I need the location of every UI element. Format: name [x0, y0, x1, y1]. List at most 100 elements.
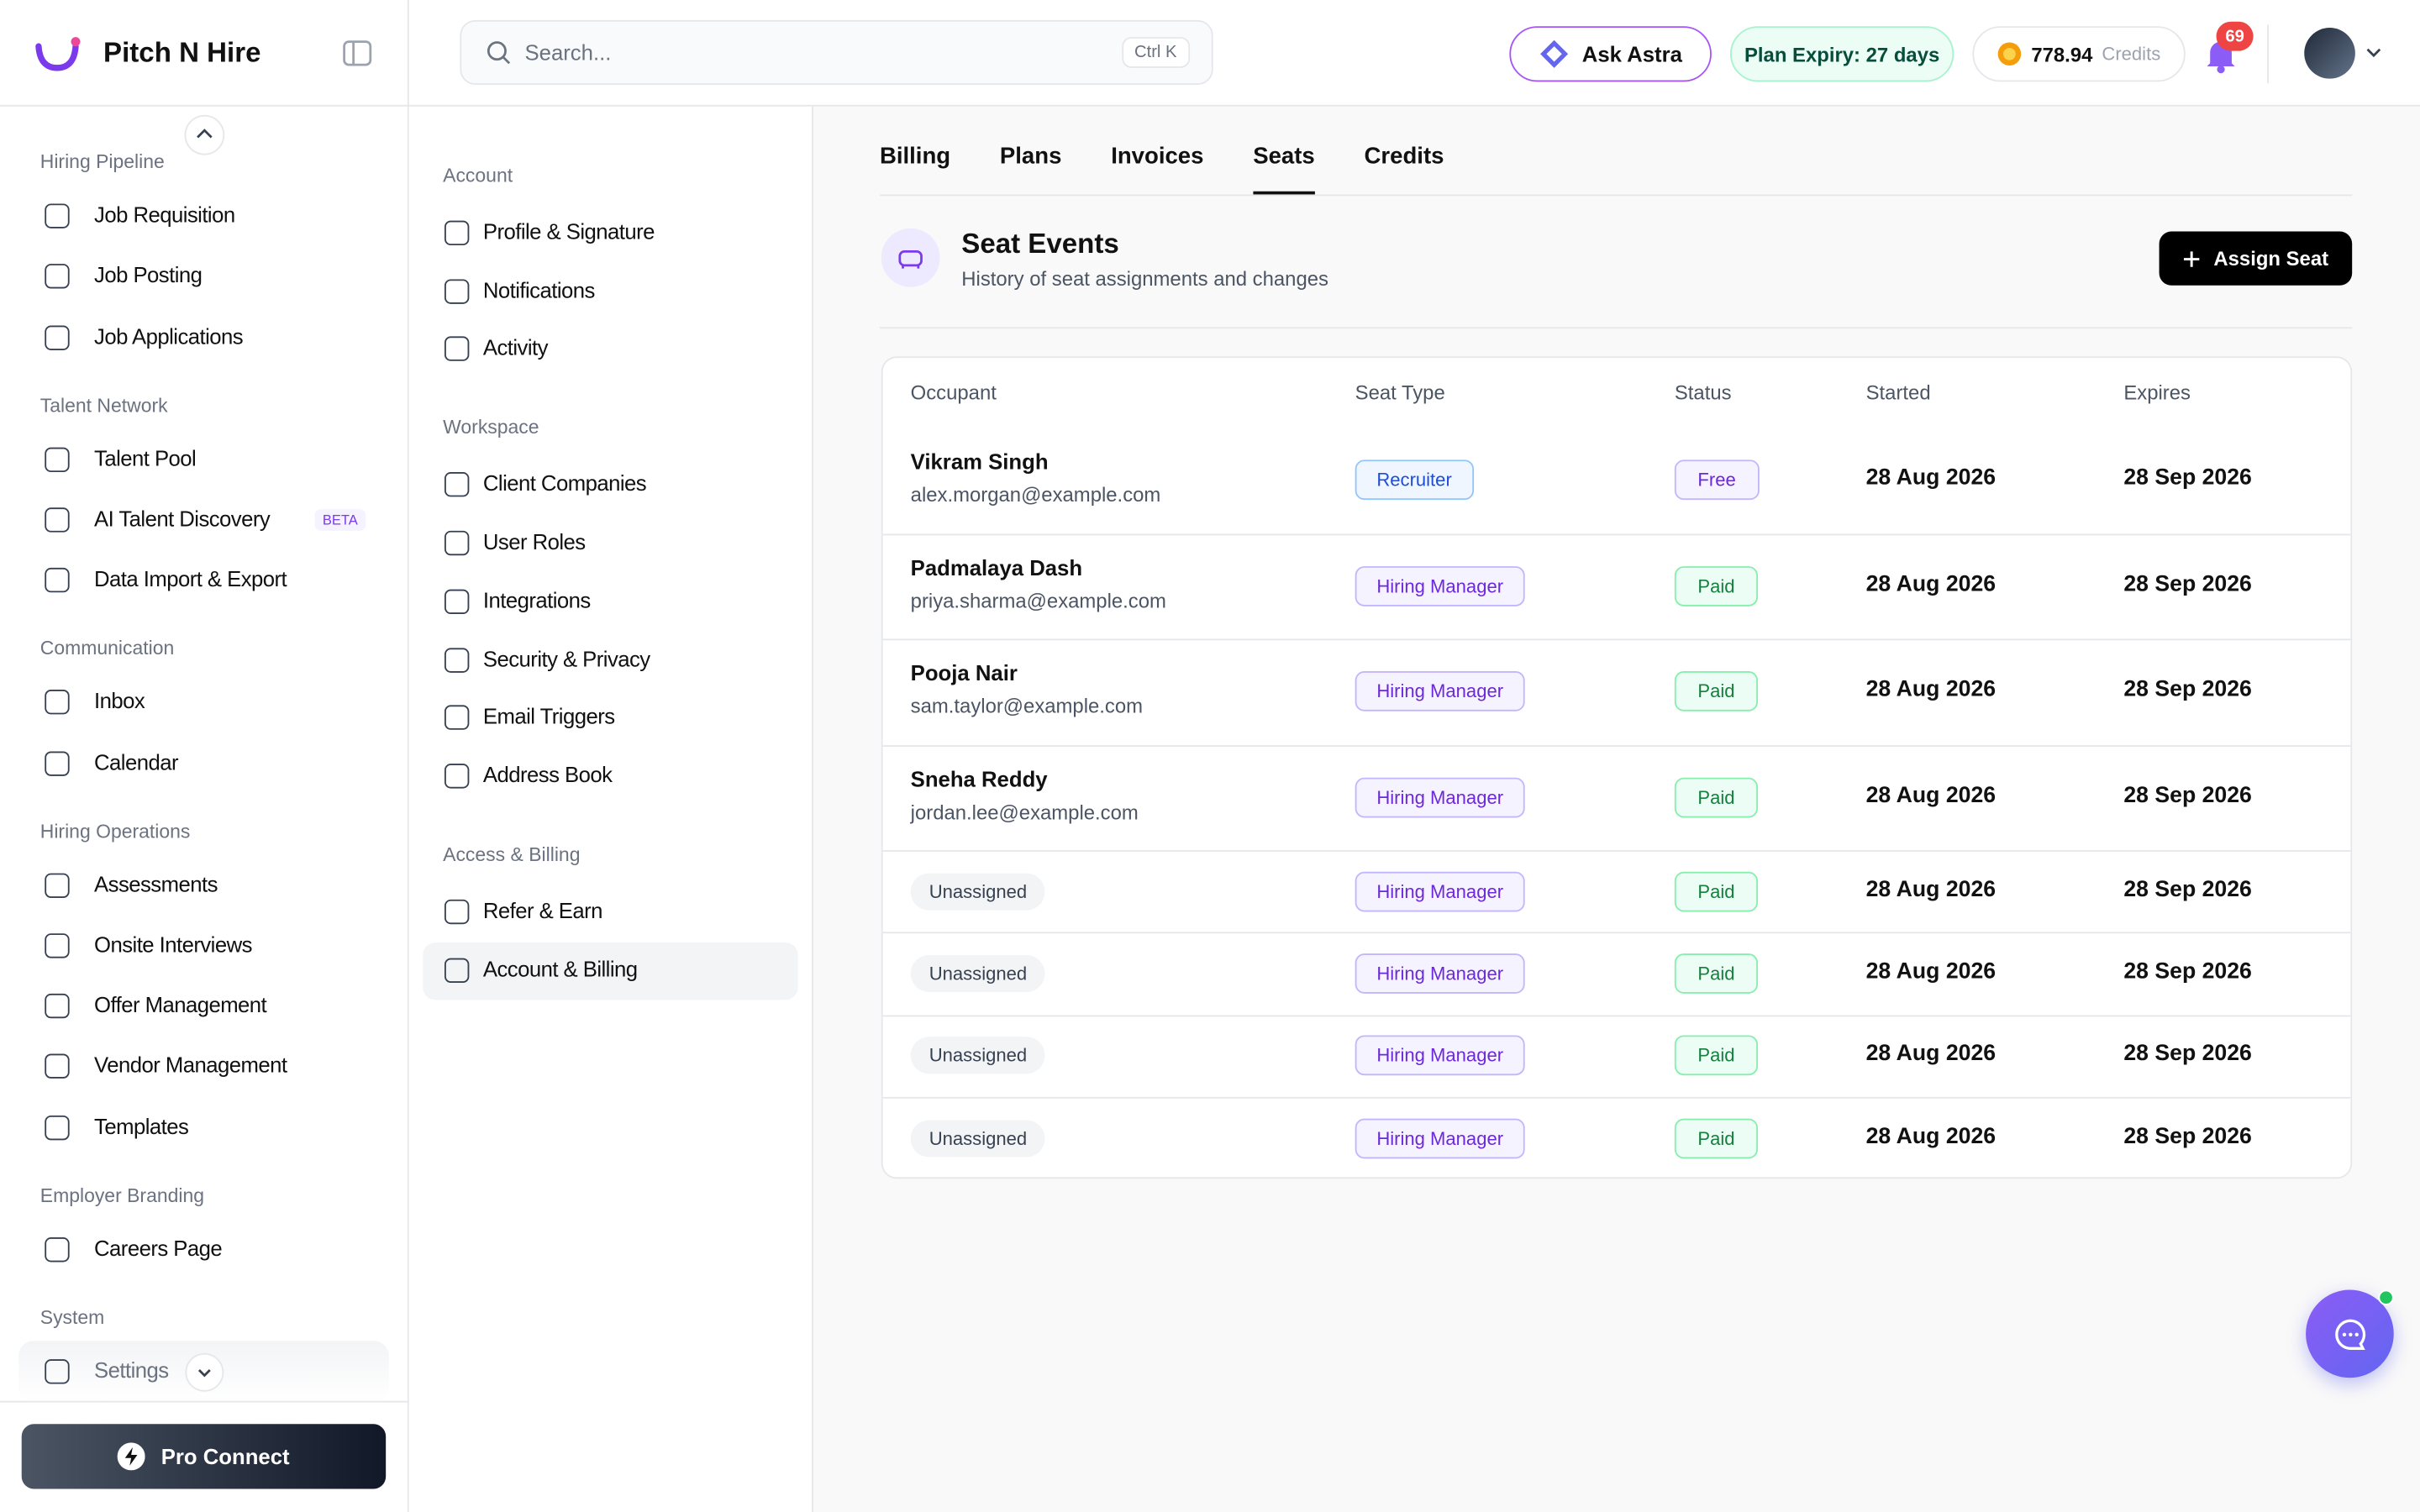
settings-item[interactable]: Activity	[482, 335, 549, 360]
status-badge: Paid	[1674, 671, 1759, 712]
nav-item[interactable]: Templates	[94, 1113, 189, 1138]
seat-type-badge: Hiring Manager	[1355, 777, 1525, 818]
search-box[interactable]: Search... Ctrl K	[460, 19, 1213, 86]
settings-item[interactable]: Profile & Signature	[482, 218, 655, 244]
header-divider	[0, 104, 2420, 107]
nav-icon	[45, 568, 70, 593]
bolt-icon	[118, 1442, 146, 1471]
nav-section-title: Employer Branding	[39, 1184, 205, 1206]
nav-item[interactable]: Assessments	[94, 870, 218, 896]
seat-type-badge: Hiring Manager	[1355, 671, 1525, 712]
beta-badge: BETA	[314, 508, 366, 531]
tab[interactable]: Plans	[999, 143, 1062, 171]
started-date: 28 Aug 2026	[1865, 571, 1996, 597]
settings-item[interactable]: Address Book	[482, 762, 613, 787]
section-title: Seat Events	[961, 228, 1119, 260]
nav-icon	[444, 220, 470, 246]
nav-section-title: Communication	[39, 637, 175, 659]
nav-icon	[444, 899, 470, 925]
status-badge: Free	[1674, 459, 1760, 501]
settings-item[interactable]: Integrations	[482, 587, 591, 612]
brand: Pitch N Hire	[103, 37, 261, 68]
nav-item[interactable]: Job Applications	[94, 323, 244, 349]
coin-icon	[1997, 42, 2022, 66]
tabs: Billing Plans Invoices Seats Credits	[880, 144, 1444, 195]
credits[interactable]: 778.94 Credits	[1972, 26, 2186, 82]
nav-item[interactable]: Data Import & Export	[94, 566, 287, 591]
nav-icon	[45, 507, 70, 533]
settings-item[interactable]: Notifications	[482, 277, 595, 302]
column-header: Occupant	[910, 381, 997, 405]
assign-seat-button[interactable]: Assign Seat	[2159, 231, 2353, 286]
occupant-email: sam.taylor@example.com	[910, 694, 1144, 718]
ask-astra-label: Ask Astra	[1581, 41, 1682, 66]
started-date: 28 Aug 2026	[1865, 466, 1996, 491]
settings-group-title: Access & Billing	[443, 843, 581, 866]
row-divider	[882, 638, 2351, 641]
occupant-email: priya.sharma@example.com	[910, 589, 1166, 612]
tab[interactable]: Credits	[1364, 143, 1444, 171]
nav-item[interactable]: Careers Page	[94, 1235, 223, 1261]
nav-icon	[444, 531, 470, 556]
avatar[interactable]	[2304, 28, 2355, 79]
status-badge: Paid	[1674, 1035, 1759, 1076]
tab[interactable]: Seats	[1253, 144, 1315, 195]
settings-item[interactable]: User Roles	[482, 529, 586, 554]
collapse-sidebar[interactable]	[343, 40, 372, 66]
nav-item[interactable]: Onsite Interviews	[94, 932, 252, 957]
nav-icon	[45, 1236, 70, 1262]
ask-astra-button[interactable]: Ask Astra	[1509, 26, 1712, 82]
expand-toggle[interactable]	[185, 1352, 224, 1392]
row-divider	[882, 932, 2351, 934]
search-placeholder: Search...	[524, 39, 612, 66]
nav-item[interactable]: Calendar	[94, 748, 179, 774]
settings-item[interactable]: Account & Billing	[482, 956, 638, 981]
nav-icon	[45, 203, 70, 228]
column-header: Status	[1674, 381, 1732, 405]
settings-item[interactable]: Client Companies	[482, 470, 647, 496]
section-subtitle: History of seat assignments and changes	[961, 266, 1328, 291]
section-icon	[881, 228, 940, 287]
online-dot	[2378, 1289, 2394, 1305]
avatar-chevron[interactable]	[2365, 45, 2383, 60]
started-date: 28 Aug 2026	[1865, 677, 1996, 703]
nav-icon	[45, 872, 70, 898]
nav-item[interactable]: Settings	[94, 1357, 169, 1383]
astra-icon	[1540, 39, 1569, 68]
unassigned-pill: Unassigned	[910, 1119, 1046, 1157]
nav-icon	[45, 1358, 70, 1383]
settings-item[interactable]: Security & Privacy	[482, 645, 650, 671]
nav-item[interactable]: Vendor Management	[94, 1053, 287, 1078]
tab[interactable]: Billing	[879, 143, 951, 171]
tab[interactable]: Invoices	[1111, 143, 1204, 171]
logo	[35, 37, 81, 71]
status-badge: Paid	[1674, 777, 1759, 818]
expires-date: 28 Sep 2026	[2123, 466, 2252, 491]
occupant-name: Vikram Singh	[910, 449, 1049, 475]
chat-button[interactable]	[2306, 1289, 2394, 1378]
nav-section-title: System	[39, 1306, 105, 1328]
occupant-email: alex.morgan@example.com	[910, 483, 1161, 507]
nav-section-title: Hiring Pipeline	[39, 151, 165, 173]
occupant-name: Padmalaya Dash	[910, 554, 1083, 580]
nav-item[interactable]: Talent Pool	[94, 445, 197, 470]
nav-item[interactable]: Job Requisition	[94, 202, 235, 228]
settings-item[interactable]: Refer & Earn	[482, 897, 603, 923]
nav-item[interactable]: AI Talent Discovery	[94, 506, 271, 531]
pro-connect-button[interactable]: Pro Connect	[21, 1424, 387, 1489]
nav-item[interactable]: Inbox	[94, 688, 145, 713]
column-header: Started	[1865, 381, 1931, 405]
pro-connect-label: Pro Connect	[160, 1444, 290, 1469]
expires-date: 28 Sep 2026	[2123, 571, 2252, 597]
column-header: Expires	[2123, 381, 2191, 405]
nav-item[interactable]: Job Posting	[94, 262, 203, 288]
tabs-divider	[879, 194, 2353, 197]
settings-item[interactable]: Email Triggers	[482, 703, 615, 729]
status-badge: Paid	[1674, 953, 1759, 994]
nav-item[interactable]: Offer Management	[94, 992, 267, 1017]
scroll-up[interactable]	[184, 114, 226, 156]
expires-date: 28 Sep 2026	[2123, 1042, 2252, 1067]
column-header: Seat Type	[1355, 381, 1445, 405]
